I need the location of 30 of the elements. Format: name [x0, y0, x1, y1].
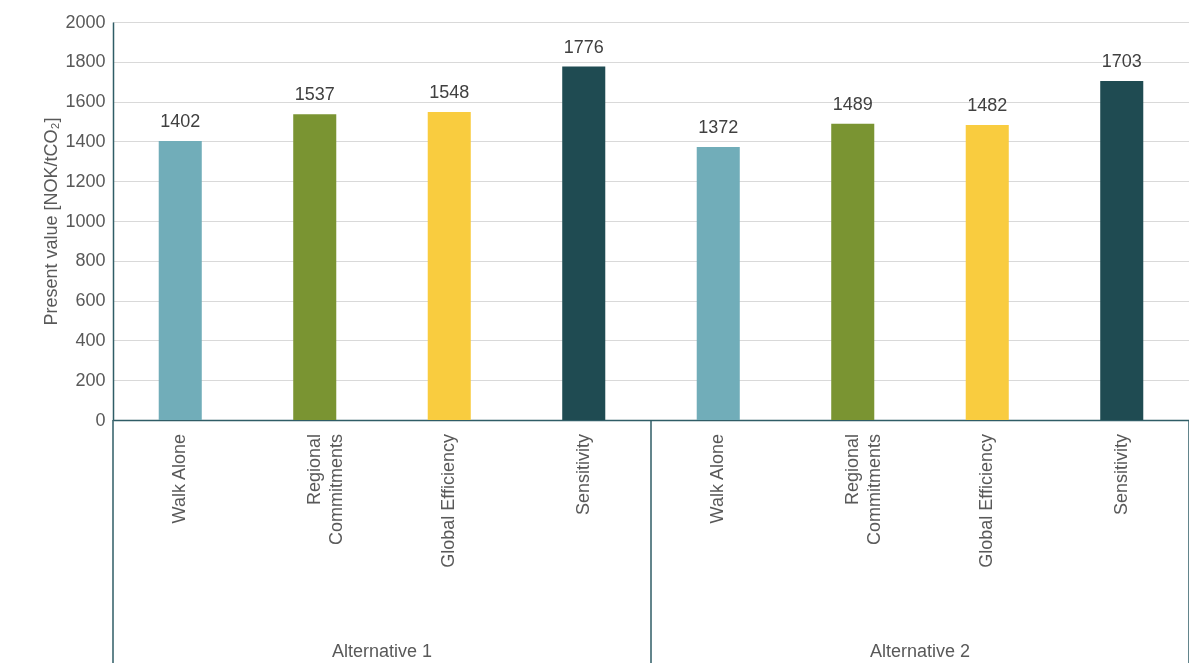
x-tick-label: Walk Alone — [707, 434, 728, 524]
data-label: 1372 — [698, 116, 739, 137]
y-tick-label: 200 — [75, 369, 106, 390]
x-tick-label: Regional Commitments — [841, 434, 884, 546]
x-tick-label: Regional Commitments — [303, 434, 346, 546]
data-label: 1776 — [563, 36, 604, 57]
y-tick-label: 0 — [95, 409, 106, 430]
text: Alternative 1 — [331, 641, 433, 661]
y-tick-label: 800 — [75, 250, 106, 271]
text: Alternative 2 — [869, 641, 971, 661]
data-label: 1703 — [1101, 51, 1142, 72]
y-axis-title: Present value [NOK/tCO₂] — [41, 117, 62, 326]
data-label: 1537 — [294, 84, 335, 105]
x-tick-label: Walk Alone — [169, 434, 190, 524]
y-tick-label: 1200 — [65, 170, 106, 191]
y-tick-label: 2000 — [65, 11, 106, 32]
x-tick-label: Sensitivity — [572, 434, 593, 516]
y-tick-label: 1800 — [65, 51, 106, 72]
y-tick-label: 600 — [75, 290, 106, 311]
y-tick-label: 1000 — [65, 210, 106, 231]
data-label: 1482 — [967, 95, 1008, 116]
y-tick-label: 1600 — [65, 91, 106, 112]
data-label: 1489 — [832, 93, 873, 114]
y-tick-label: 400 — [75, 329, 106, 350]
x-tick-label: Global Efficiency — [438, 434, 459, 568]
data-label: 1548 — [429, 81, 470, 102]
x-tick-label: Global Efficiency — [976, 434, 997, 568]
x-tick-label: Sensitivity — [1110, 434, 1131, 516]
y-tick-label: 1400 — [65, 130, 106, 151]
data-label: 1402 — [160, 111, 201, 131]
